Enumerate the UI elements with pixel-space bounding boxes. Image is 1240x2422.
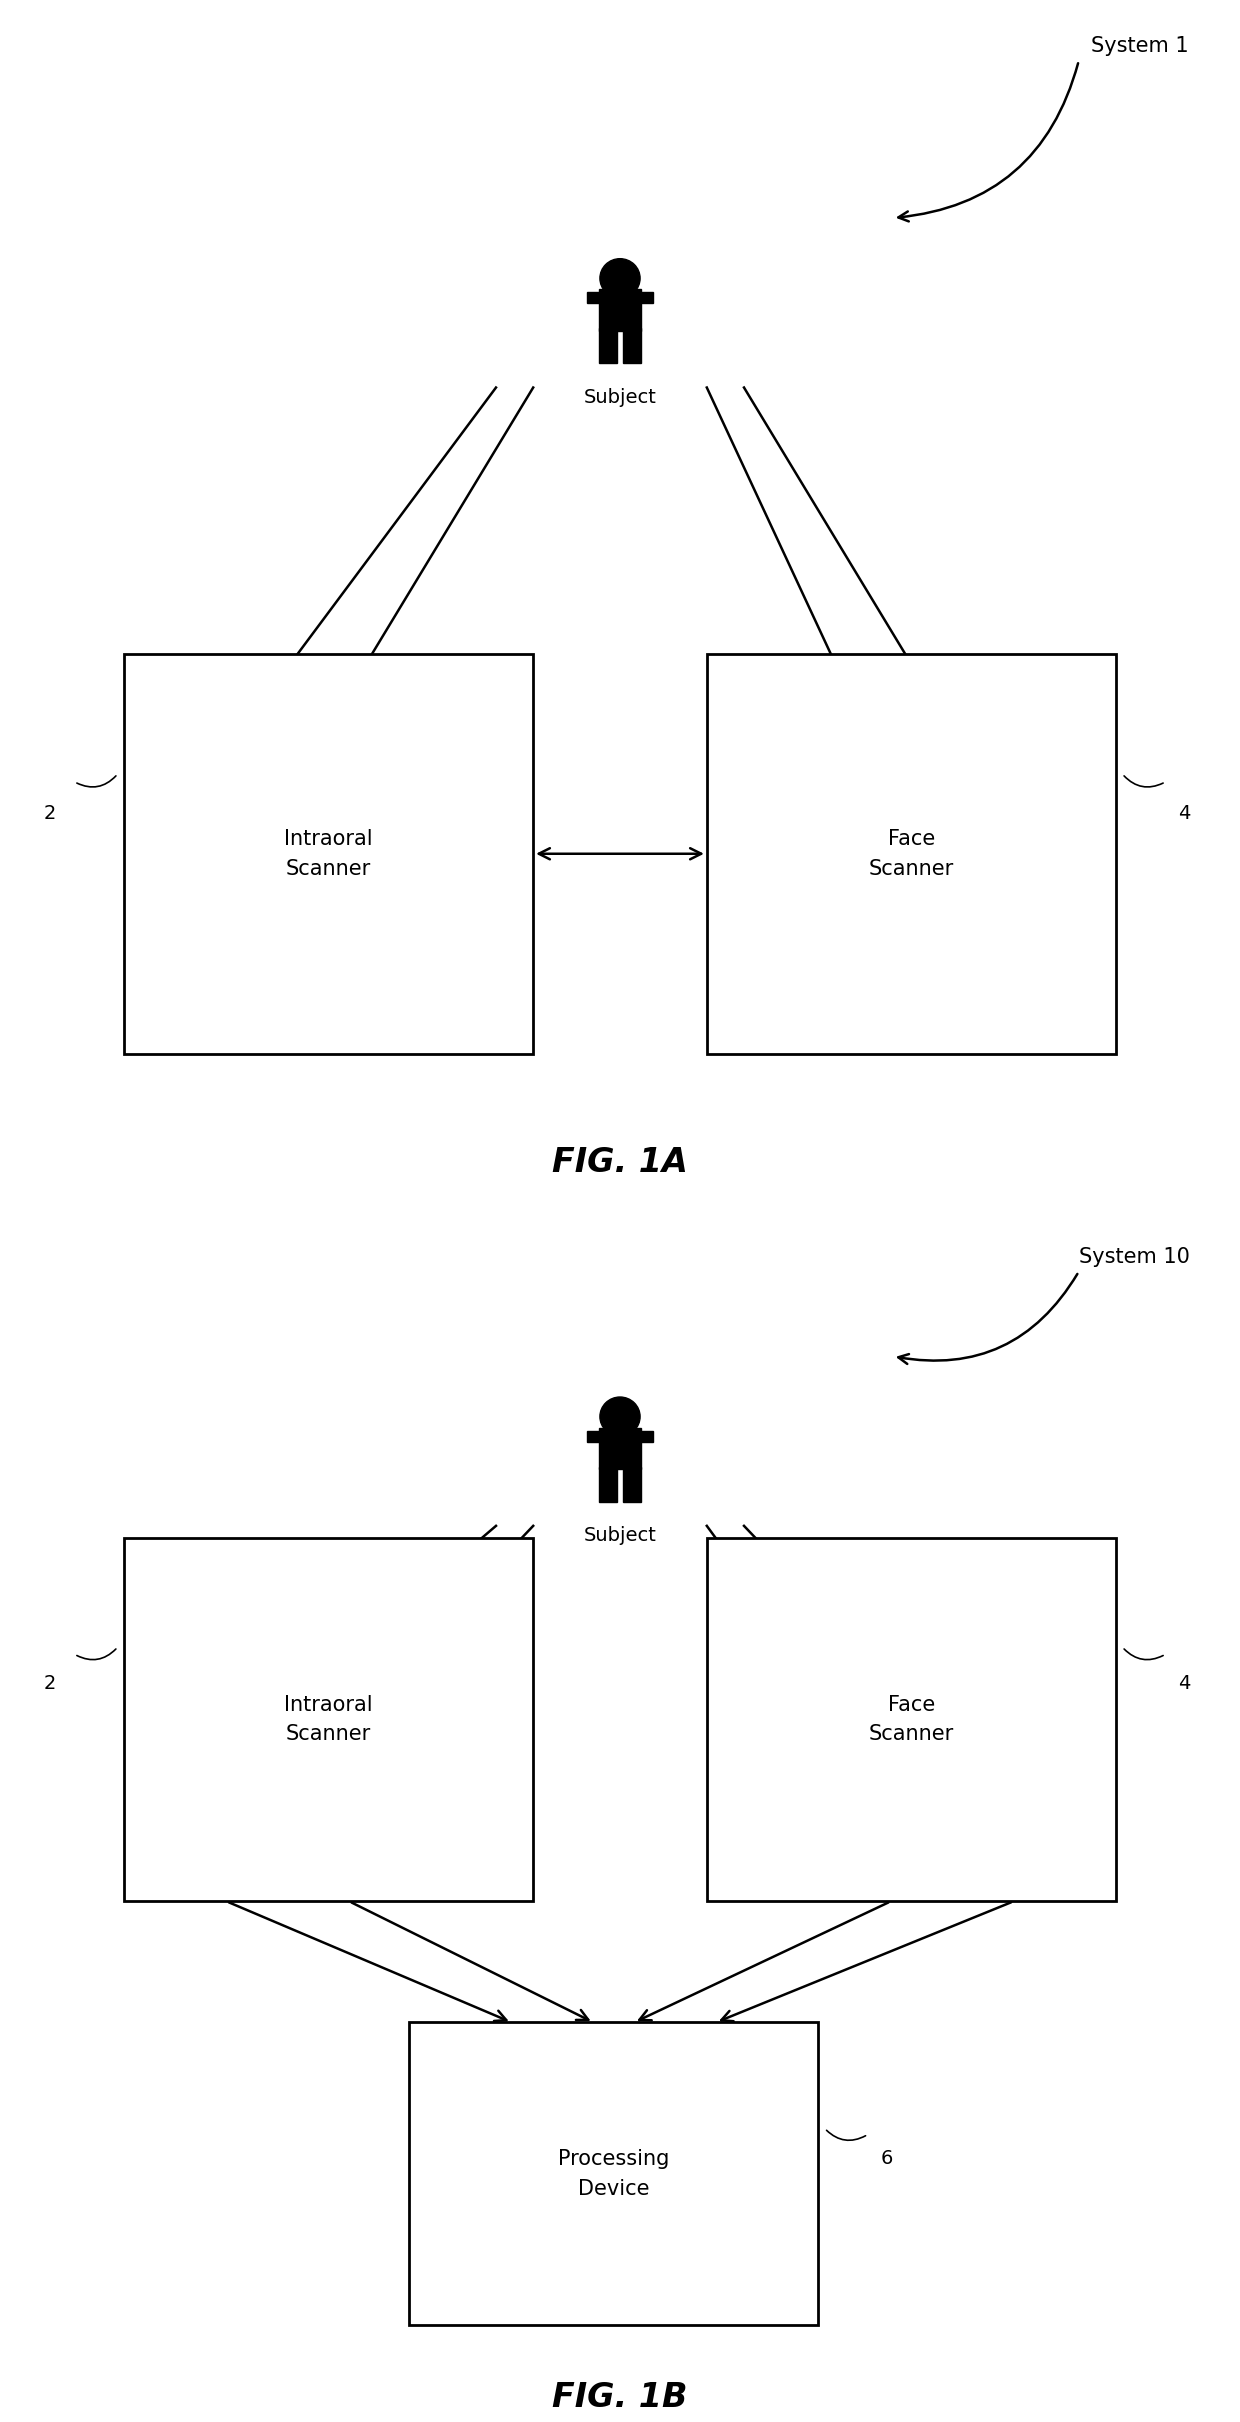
- Text: System 1: System 1: [1091, 36, 1189, 56]
- FancyBboxPatch shape: [624, 1468, 641, 1502]
- FancyBboxPatch shape: [599, 1468, 616, 1502]
- FancyBboxPatch shape: [599, 288, 641, 332]
- FancyBboxPatch shape: [599, 1427, 641, 1468]
- Circle shape: [600, 259, 640, 298]
- Text: FIG. 1B: FIG. 1B: [552, 2381, 688, 2415]
- Text: Intraoral
Scanner: Intraoral Scanner: [284, 1695, 373, 1744]
- Text: Subject: Subject: [584, 388, 656, 407]
- FancyBboxPatch shape: [587, 293, 653, 303]
- Text: Subject: Subject: [584, 1526, 656, 1545]
- Text: 6: 6: [880, 2148, 893, 2168]
- Text: Processing
Device: Processing Device: [558, 2148, 670, 2199]
- Text: System 10: System 10: [1079, 1247, 1189, 1267]
- FancyBboxPatch shape: [124, 654, 533, 1054]
- Text: 2: 2: [43, 804, 56, 823]
- Text: 4: 4: [1178, 804, 1190, 823]
- Text: Intraoral
Scanner: Intraoral Scanner: [284, 828, 373, 879]
- FancyBboxPatch shape: [587, 1431, 653, 1441]
- FancyBboxPatch shape: [124, 1538, 533, 1901]
- Text: Face
Scanner: Face Scanner: [869, 1695, 954, 1744]
- Circle shape: [600, 1397, 640, 1436]
- FancyBboxPatch shape: [707, 1538, 1116, 1901]
- Text: 4: 4: [1178, 1674, 1190, 1693]
- FancyBboxPatch shape: [599, 329, 616, 363]
- Text: FIG. 1A: FIG. 1A: [552, 1146, 688, 1180]
- FancyBboxPatch shape: [707, 654, 1116, 1054]
- Text: Face
Scanner: Face Scanner: [869, 828, 954, 879]
- FancyBboxPatch shape: [409, 2022, 818, 2325]
- Text: 2: 2: [43, 1674, 56, 1693]
- FancyBboxPatch shape: [624, 329, 641, 363]
